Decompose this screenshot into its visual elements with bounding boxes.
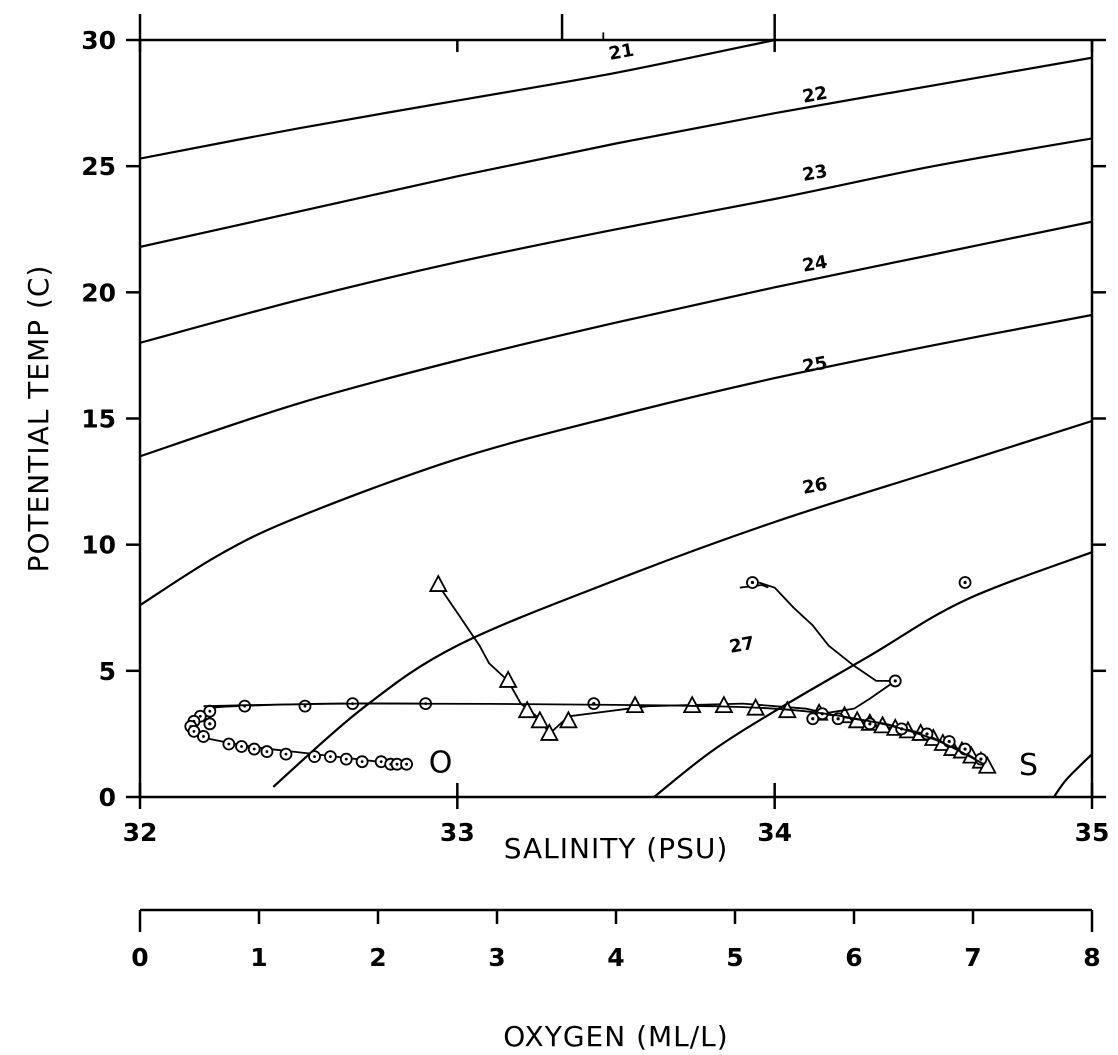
- chart-labels: 21 22 23 24 25 26 27 O S: [429, 40, 1038, 783]
- series-0-triangle-point-5: [558, 710, 578, 729]
- series-0-triangle-point-1: [498, 670, 518, 688]
- oxygen-tick-label-7: 7: [964, 943, 981, 972]
- oxygen-tick-label-1: 1: [250, 943, 267, 972]
- isopycnal-label-26: 26: [801, 474, 829, 499]
- oxygen-tick-label-6: 6: [845, 943, 862, 972]
- isopycnal-label-24: 24: [801, 252, 829, 277]
- y-tick-label-25: 25: [81, 152, 116, 181]
- isopycnal-line-26: [272, 419, 1092, 788]
- series-1-dot-point-3-center: [868, 722, 872, 726]
- series-3-circle-point-2-center: [208, 722, 212, 726]
- series-2-dot-circle-point-4-center: [208, 709, 212, 713]
- y-tick-label-10: 10: [81, 531, 116, 560]
- series-2-dot-circle-point-2-center: [303, 704, 307, 708]
- series-1-dot-point-0-center: [893, 679, 897, 683]
- series-0-triangle-point-3: [530, 710, 550, 729]
- series-1-dot-point-6-center: [947, 739, 951, 744]
- series-2-dot-circle-point-5-center: [198, 714, 202, 718]
- data-series: [184, 32, 997, 774]
- isopycnal-label-25: 25: [801, 353, 829, 378]
- series-label-O: O: [429, 746, 453, 781]
- isopycnal-line-23: [140, 137, 1092, 344]
- series-2-dot-circle-point-15-center: [313, 755, 316, 759]
- oxygen-tick-label-5: 5: [726, 943, 743, 972]
- series-0-triangle-point-4: [539, 723, 559, 741]
- series-2-dot-circle-point-21-center: [395, 762, 399, 766]
- isopycnal-lines: [140, 40, 1092, 797]
- series-3-circle-point-1-center: [963, 580, 967, 585]
- oxygen-tick-label-4: 4: [607, 943, 624, 972]
- series-1-dot-point-8-center: [979, 757, 983, 761]
- series-1-dot-point-5-center: [925, 732, 929, 736]
- isopycnal-line-22: [140, 56, 1092, 248]
- extra-line-1: [739, 584, 769, 589]
- series-1-dot-point-7-center: [963, 747, 967, 751]
- series-2-dot-circle-point-10-center: [227, 742, 231, 746]
- series-0-triangle-point-25: [977, 755, 997, 774]
- series-2-dot-circle-point-17-center: [344, 757, 348, 761]
- x-tick-label-34: 34: [757, 818, 792, 847]
- y-axis-label: POTENTIAL TEMP (C): [22, 265, 55, 573]
- x-tick-label-32: 32: [123, 818, 158, 847]
- x-tick-label-33: 33: [440, 818, 475, 847]
- series-2-dot-circle-point-12-center: [252, 747, 256, 751]
- series-2-dot-circle-point-19-center: [379, 760, 383, 764]
- isopycnal-line-edge-7: [1052, 753, 1092, 797]
- y-tick-label-20: 20: [81, 278, 116, 307]
- oxygen-axis-label: OXYGEN (ML/L): [503, 1020, 728, 1053]
- isopycnal-label-27: 27: [728, 633, 756, 658]
- isopycnal-line-25: [140, 313, 1092, 607]
- y-tick-label-0: 0: [99, 783, 116, 812]
- isopycnal-line-27: [653, 551, 1092, 797]
- series-0-triangle-point-7: [682, 695, 702, 714]
- y-tick-label-15: 15: [81, 405, 116, 434]
- series-2-dot-circle-point-14-center: [284, 752, 288, 756]
- series-4-none-line: [203, 702, 985, 766]
- series-2-dot-circle-point-11-center: [240, 745, 243, 748]
- oxygen-tick-label-0: 0: [131, 943, 148, 972]
- series-3-circle-point-0-center: [750, 580, 755, 585]
- series-0-triangle-point-0: [428, 574, 448, 592]
- series-0-triangle-point-8: [714, 695, 734, 714]
- isopycnal-line-24: [140, 220, 1092, 458]
- series-3-circle-point-4-center: [811, 717, 815, 721]
- y-tick-label-5: 5: [99, 657, 116, 686]
- series-2-dot-circle-point-13-center: [265, 750, 269, 753]
- isopycnal-line-21: [140, 40, 775, 160]
- isopycnal-label-21: 21: [607, 40, 635, 65]
- series-2-dot-circle-point-9-center: [202, 735, 205, 738]
- series-2-dot-circle-point-16-center: [329, 755, 332, 759]
- oxygen-tick-label-2: 2: [369, 943, 386, 972]
- isopycnal-label-22: 22: [801, 83, 829, 108]
- series-2-dot-circle-point-18-center: [360, 760, 364, 764]
- series-0-triangle-point-2: [517, 700, 537, 719]
- oxygen-tick-label-8: 8: [1083, 943, 1100, 972]
- isopycnal-label-23: 23: [801, 161, 829, 186]
- series-label-S: S: [1019, 748, 1038, 783]
- series-2-dot-circle-point-22-center: [405, 762, 408, 766]
- series-1-dot-point-2-center: [836, 717, 840, 721]
- y-tick-label-30: 30: [81, 26, 116, 55]
- oxygen-tick-label-3: 3: [488, 943, 505, 972]
- series-2-dot-circle-point-8-center: [192, 729, 196, 733]
- x-axis-label: SALINITY (PSU): [504, 832, 729, 865]
- x-tick-label-35: 35: [1075, 818, 1110, 847]
